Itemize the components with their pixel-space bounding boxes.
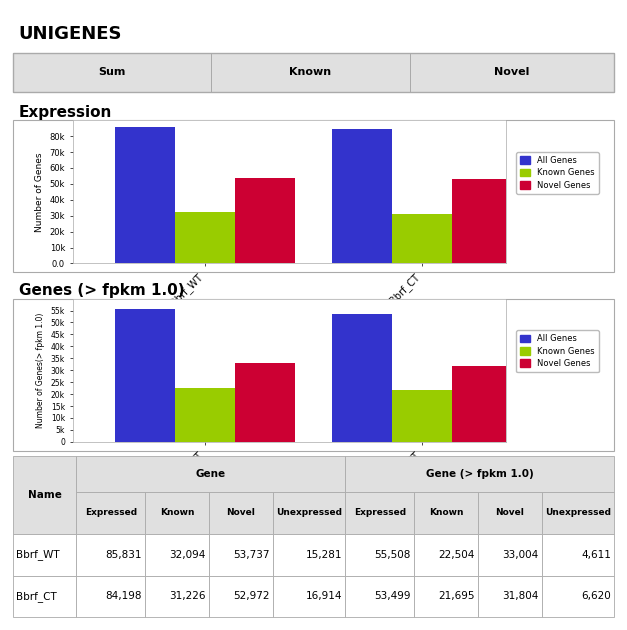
Text: 33,004: 33,004 <box>503 549 539 559</box>
Text: 55,508: 55,508 <box>375 549 411 559</box>
FancyBboxPatch shape <box>542 575 614 617</box>
Text: Novel: Novel <box>495 67 530 77</box>
FancyBboxPatch shape <box>414 491 478 534</box>
FancyBboxPatch shape <box>542 534 614 575</box>
Text: Gene (> fpkm 1.0): Gene (> fpkm 1.0) <box>426 469 534 479</box>
Text: 53,737: 53,737 <box>233 549 270 559</box>
Text: Novel: Novel <box>226 508 255 517</box>
Text: Known: Known <box>160 508 194 517</box>
Text: Expressed: Expressed <box>354 508 406 517</box>
Text: Unexpressed: Unexpressed <box>545 508 611 517</box>
Text: Novel: Novel <box>495 508 524 517</box>
Text: 31,804: 31,804 <box>502 592 539 602</box>
FancyBboxPatch shape <box>345 534 414 575</box>
FancyBboxPatch shape <box>345 491 414 534</box>
FancyBboxPatch shape <box>13 299 614 450</box>
Text: 21,695: 21,695 <box>438 592 475 602</box>
FancyBboxPatch shape <box>145 534 209 575</box>
FancyBboxPatch shape <box>13 52 211 92</box>
Text: 53,499: 53,499 <box>374 592 411 602</box>
FancyBboxPatch shape <box>478 575 542 617</box>
FancyBboxPatch shape <box>209 575 273 617</box>
Text: 32,094: 32,094 <box>169 549 206 559</box>
Text: UNIGENES: UNIGENES <box>19 25 122 43</box>
Text: 85,831: 85,831 <box>105 549 142 559</box>
FancyBboxPatch shape <box>209 491 273 534</box>
Text: 52,972: 52,972 <box>233 592 270 602</box>
Text: 31,226: 31,226 <box>169 592 206 602</box>
Text: Expression: Expression <box>19 105 112 120</box>
Text: Name: Name <box>28 490 61 500</box>
Text: Expressed: Expressed <box>85 508 137 517</box>
FancyBboxPatch shape <box>13 120 614 272</box>
FancyBboxPatch shape <box>345 575 414 617</box>
FancyBboxPatch shape <box>13 456 76 534</box>
FancyBboxPatch shape <box>13 575 76 617</box>
FancyBboxPatch shape <box>209 534 273 575</box>
FancyBboxPatch shape <box>478 534 542 575</box>
Text: Known: Known <box>290 67 332 77</box>
Text: Gene: Gene <box>196 469 226 479</box>
Text: 22,504: 22,504 <box>438 549 475 559</box>
Text: Genes (> fpkm 1.0): Genes (> fpkm 1.0) <box>19 283 184 298</box>
FancyBboxPatch shape <box>410 52 614 92</box>
Text: Unexpressed: Unexpressed <box>276 508 342 517</box>
FancyBboxPatch shape <box>542 491 614 534</box>
Text: 84,198: 84,198 <box>105 592 142 602</box>
FancyBboxPatch shape <box>76 575 145 617</box>
FancyBboxPatch shape <box>478 491 542 534</box>
FancyBboxPatch shape <box>345 456 614 491</box>
FancyBboxPatch shape <box>76 491 145 534</box>
Text: 6,620: 6,620 <box>582 592 611 602</box>
FancyBboxPatch shape <box>13 534 76 575</box>
FancyBboxPatch shape <box>211 52 410 92</box>
FancyBboxPatch shape <box>76 534 145 575</box>
FancyBboxPatch shape <box>414 534 478 575</box>
Text: 4,611: 4,611 <box>582 549 611 559</box>
FancyBboxPatch shape <box>145 575 209 617</box>
Text: Known: Known <box>429 508 463 517</box>
Text: Bbrf_WT: Bbrf_WT <box>16 549 59 560</box>
Text: 16,914: 16,914 <box>306 592 342 602</box>
FancyBboxPatch shape <box>414 575 478 617</box>
FancyBboxPatch shape <box>145 491 209 534</box>
FancyBboxPatch shape <box>273 491 345 534</box>
FancyBboxPatch shape <box>273 534 345 575</box>
Text: 15,281: 15,281 <box>306 549 342 559</box>
Text: Bbrf_CT: Bbrf_CT <box>16 591 56 602</box>
FancyBboxPatch shape <box>76 456 345 491</box>
FancyBboxPatch shape <box>273 575 345 617</box>
Text: Sum: Sum <box>98 67 125 77</box>
